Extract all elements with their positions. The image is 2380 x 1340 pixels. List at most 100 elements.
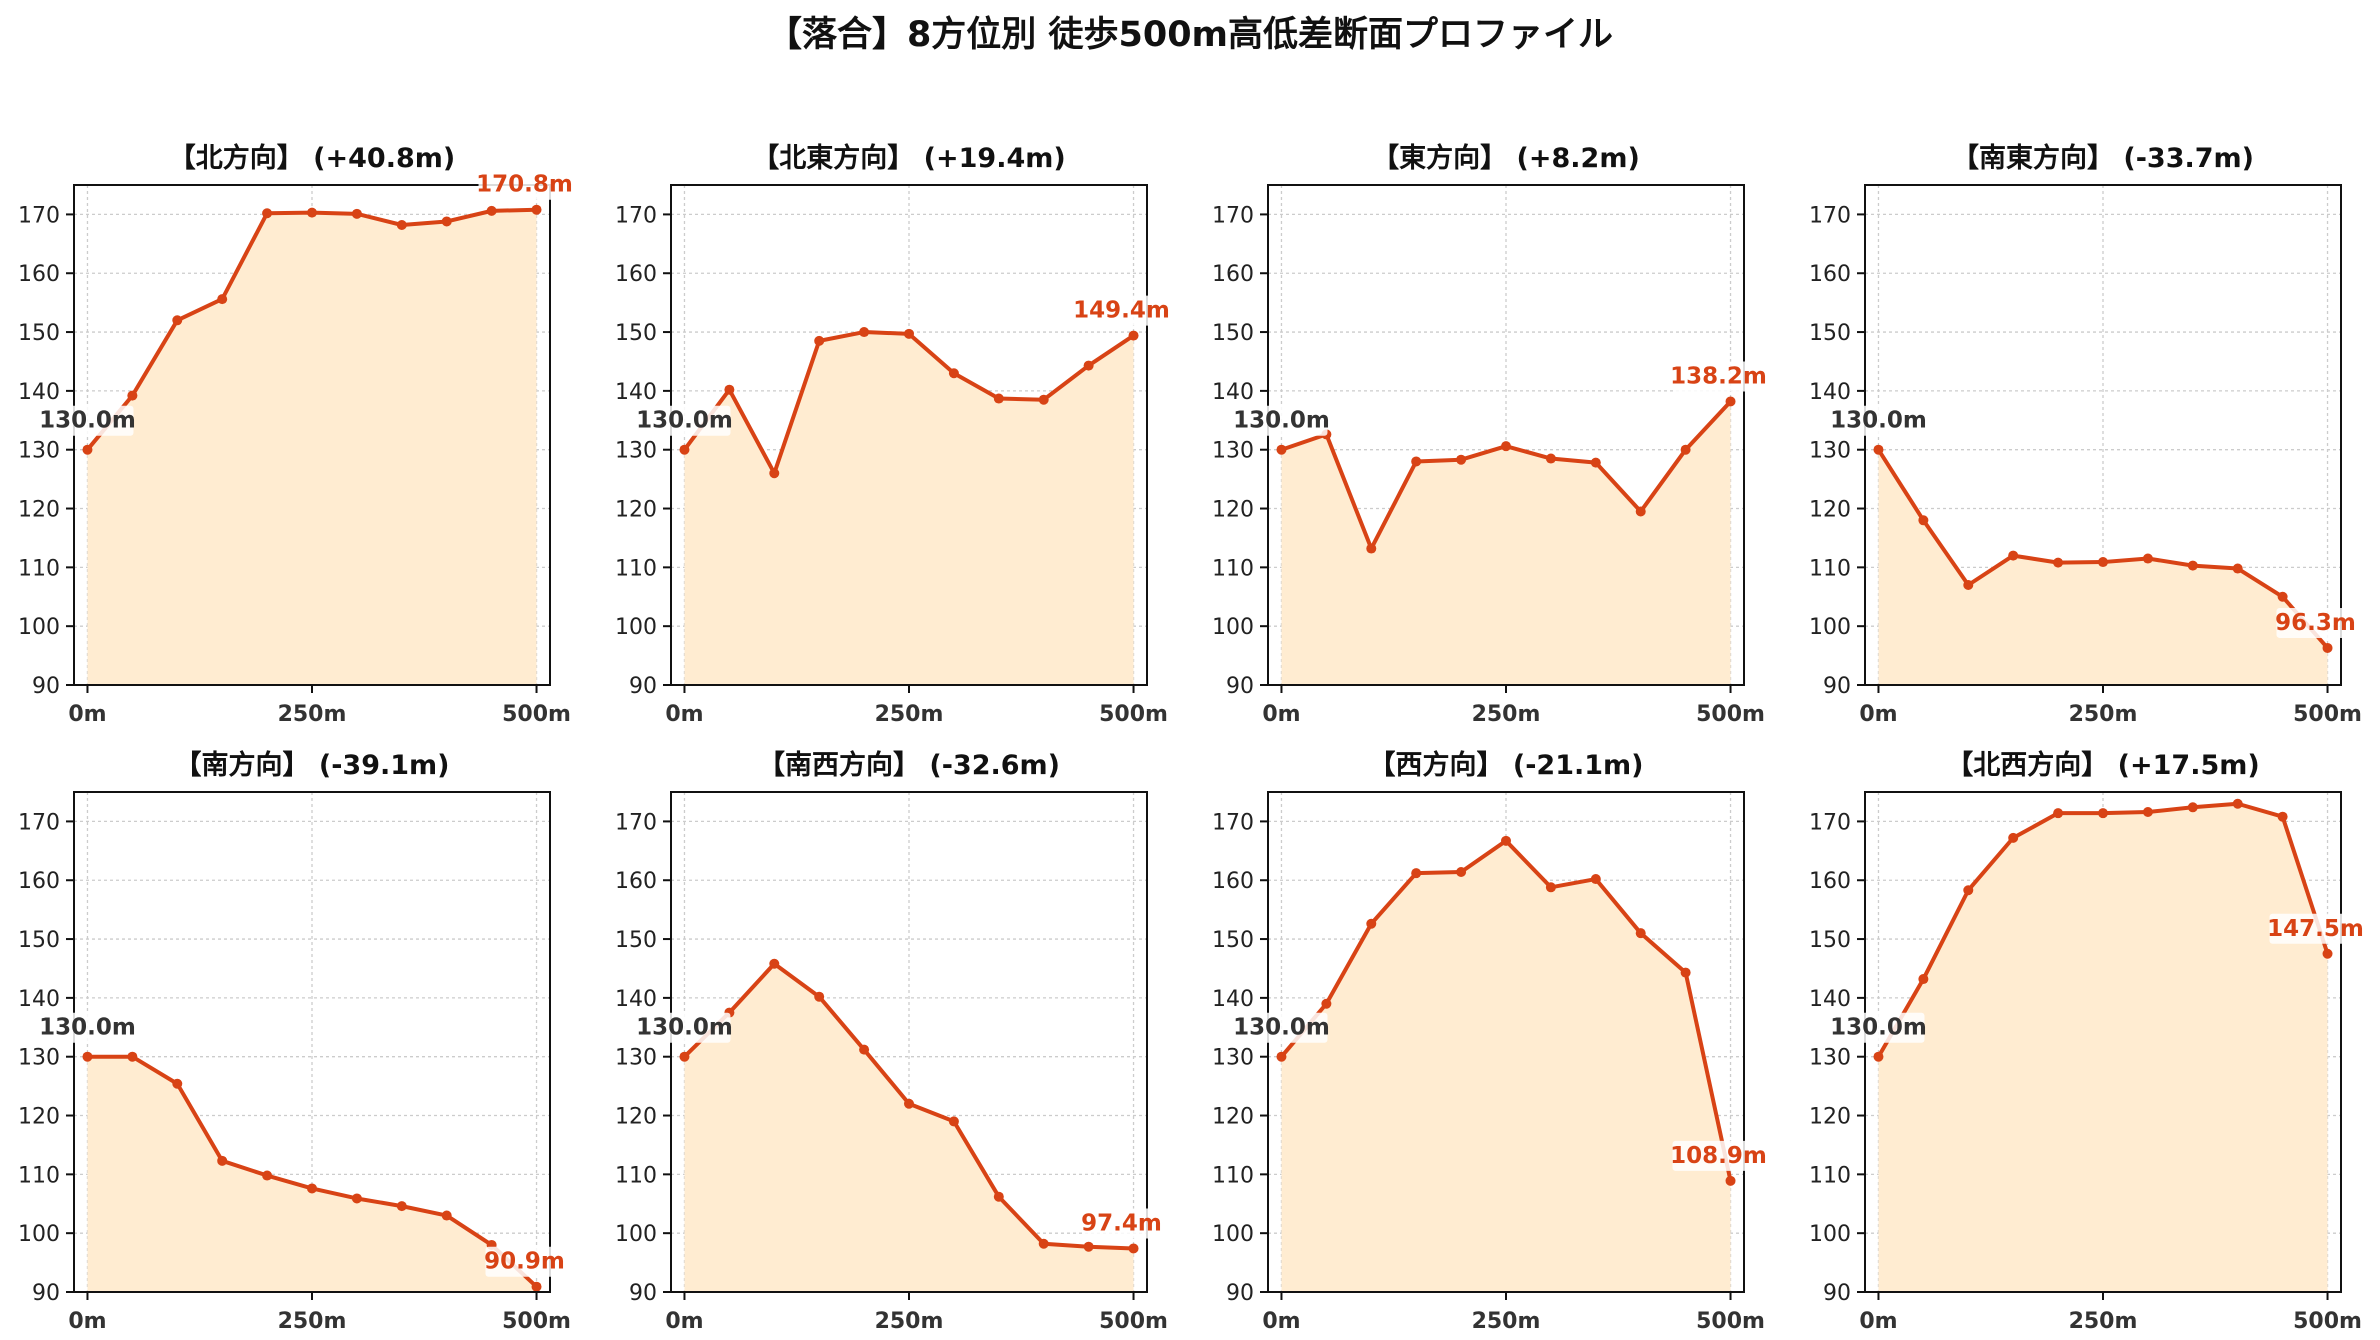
data-point xyxy=(396,1201,407,1212)
data-point xyxy=(1456,867,1467,877)
y-tick-label: 90 xyxy=(1823,1281,1851,1306)
y-tick-label: 100 xyxy=(1212,615,1254,640)
y-tick-label: 90 xyxy=(32,674,60,699)
y-tick-label: 170 xyxy=(1212,203,1254,228)
end-label-box xyxy=(1075,295,1168,326)
y-tick-label: 140 xyxy=(1212,380,1254,405)
start-label: 130.0m xyxy=(1233,408,1330,434)
data-point xyxy=(2277,591,2288,602)
x-tick-label: 250m xyxy=(1472,1309,1541,1334)
data-point xyxy=(127,390,138,401)
data-point xyxy=(82,1051,93,1062)
end-label: 96.3m xyxy=(2275,610,2356,636)
y-tick-label: 90 xyxy=(629,1281,657,1306)
start-label-box xyxy=(1832,1012,1925,1043)
chart-panel-6: 【西方向】 (-21.1m) 90 100 110 120 130 140 150 160 170… xyxy=(1212,749,1767,1334)
panel-title: 【北方向】 (+40.8m) xyxy=(169,142,455,174)
end-label: 170.8m xyxy=(476,172,573,198)
end-label-box xyxy=(1082,1208,1161,1239)
data-point xyxy=(127,1051,138,1062)
y-tick-label: 140 xyxy=(1809,987,1851,1012)
y-tick-label: 140 xyxy=(1809,380,1851,405)
data-point xyxy=(993,1191,1004,1202)
data-point xyxy=(1411,868,1422,879)
data-point xyxy=(769,958,780,969)
x-tick-label: 500m xyxy=(502,702,571,727)
data-point xyxy=(904,1098,914,1109)
x-tick-label: 0m xyxy=(1859,1309,1897,1334)
chart-panel-7: 【北西方向】 (+17.5m) 90 100 110 120 130 140 150 160 17… xyxy=(1809,749,2364,1334)
y-tick-label: 130 xyxy=(18,439,60,464)
data-point xyxy=(1411,456,1422,467)
y-tick-label: 100 xyxy=(615,1222,657,1247)
data-point xyxy=(1680,967,1691,978)
end-label-box xyxy=(1672,361,1765,392)
y-tick-label: 160 xyxy=(1809,262,1851,287)
data-point xyxy=(1635,506,1646,517)
y-tick-label: 160 xyxy=(1809,869,1851,894)
data-point xyxy=(904,328,914,339)
start-label-box xyxy=(41,1012,134,1043)
y-tick-label: 120 xyxy=(18,498,60,523)
y-tick-label: 100 xyxy=(615,615,657,640)
data-point xyxy=(1545,882,1556,893)
data-point xyxy=(1128,1243,1139,1254)
data-point xyxy=(2187,560,2198,571)
data-point xyxy=(1128,330,1139,341)
y-tick-label: 150 xyxy=(18,928,60,953)
data-point xyxy=(679,1051,690,1062)
start-label: 130.0m xyxy=(39,1015,136,1041)
x-tick-label: 250m xyxy=(278,702,347,727)
data-point xyxy=(2142,553,2153,564)
data-point xyxy=(172,1078,183,1089)
y-tick-label: 120 xyxy=(18,1105,60,1130)
area-fill xyxy=(87,209,537,686)
y-tick-label: 90 xyxy=(1823,674,1851,699)
area-fill xyxy=(1878,449,2328,685)
end-label: 149.4m xyxy=(1073,298,1170,324)
y-tick-label: 110 xyxy=(18,556,60,581)
y-tick-label: 160 xyxy=(18,869,60,894)
data-point xyxy=(307,1183,317,1194)
y-tick-label: 170 xyxy=(1809,203,1851,228)
x-tick-label: 250m xyxy=(2069,1309,2138,1334)
x-tick-label: 0m xyxy=(1262,1309,1300,1334)
x-tick-label: 500m xyxy=(1696,702,1765,727)
y-tick-label: 120 xyxy=(1809,498,1851,523)
chart-panel-0: 【北方向】 (+40.8m) 90 100 110 120 130 140 150 160 170… xyxy=(18,142,573,727)
y-tick-label: 130 xyxy=(1809,439,1851,464)
x-tick-label: 250m xyxy=(2069,702,2138,727)
data-point xyxy=(531,1281,542,1292)
x-tick-label: 500m xyxy=(1099,702,1168,727)
chart-panel-3: 【南東方向】 (-33.7m) 90 100 110 120 130 140 150 160 17… xyxy=(1809,142,2362,727)
data-point xyxy=(1456,454,1467,465)
end-label: 90.9m xyxy=(484,1249,565,1275)
data-point xyxy=(1725,396,1736,407)
y-tick-label: 110 xyxy=(1809,1163,1851,1188)
y-tick-label: 160 xyxy=(1212,262,1254,287)
y-tick-label: 120 xyxy=(1809,1105,1851,1130)
data-point xyxy=(814,991,825,1002)
x-tick-label: 0m xyxy=(1859,702,1897,727)
y-tick-label: 140 xyxy=(615,987,657,1012)
y-tick-label: 160 xyxy=(18,262,60,287)
x-tick-label: 500m xyxy=(2293,702,2362,727)
data-point xyxy=(1038,394,1049,405)
y-tick-label: 150 xyxy=(18,321,60,346)
data-point xyxy=(2008,832,2019,843)
data-point xyxy=(351,208,362,219)
y-tick-label: 130 xyxy=(615,1046,657,1071)
panel-title: 【西方向】 (-21.1m) xyxy=(1368,749,1643,781)
start-label: 130.0m xyxy=(636,1015,733,1041)
data-point xyxy=(262,1170,273,1181)
y-tick-label: 140 xyxy=(18,987,60,1012)
end-label-box xyxy=(485,1246,564,1277)
y-tick-label: 170 xyxy=(18,203,60,228)
x-tick-label: 250m xyxy=(875,1309,944,1334)
y-tick-label: 130 xyxy=(1212,439,1254,464)
data-point xyxy=(1918,974,1929,985)
data-point xyxy=(2232,798,2243,809)
y-tick-label: 90 xyxy=(32,1281,60,1306)
y-tick-label: 100 xyxy=(1809,1222,1851,1247)
